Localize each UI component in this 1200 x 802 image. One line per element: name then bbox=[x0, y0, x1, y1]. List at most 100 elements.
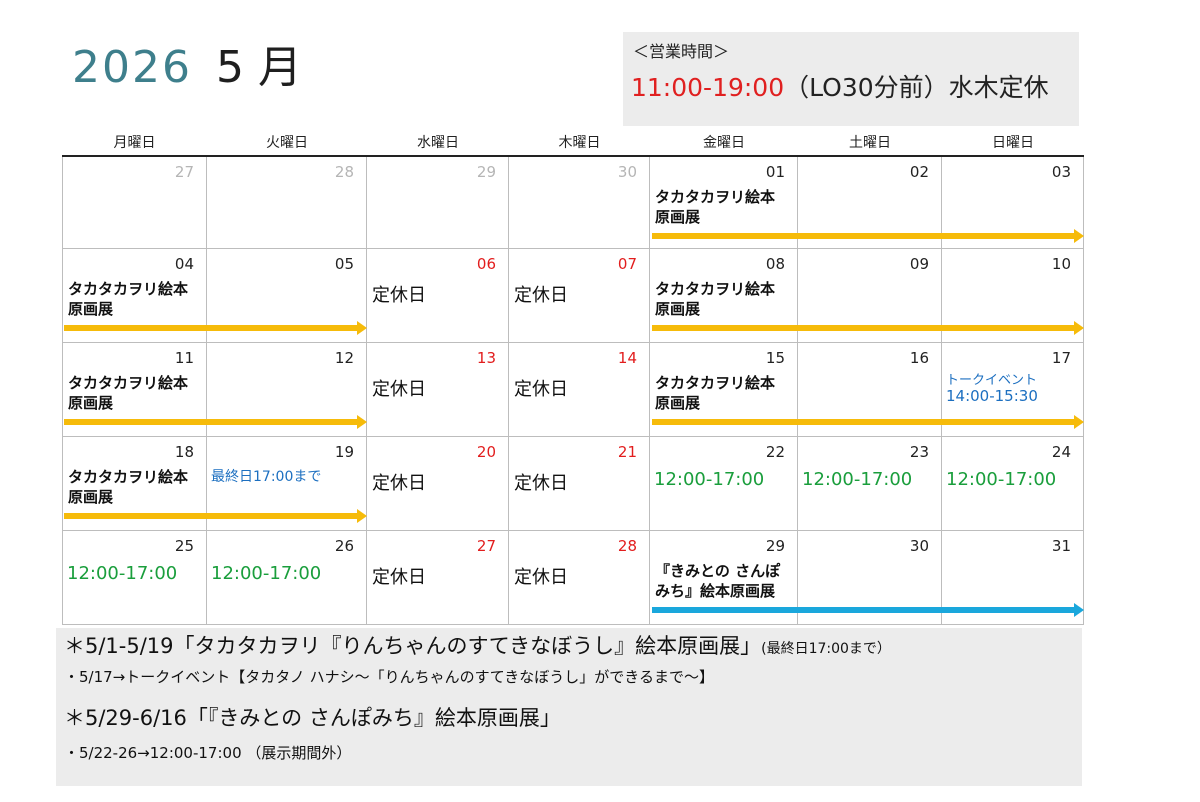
day-number: 30 bbox=[909, 537, 929, 555]
weekday-label: 水曜日 bbox=[417, 135, 459, 151]
arrow-shaft bbox=[64, 325, 359, 331]
day-cell[interactable]: 26 12:00-17:00 bbox=[207, 531, 367, 625]
talk-event-label: トークイベント bbox=[946, 373, 1038, 388]
weekday-label: 木曜日 bbox=[558, 135, 601, 151]
weekday-label: 土曜日 bbox=[849, 135, 891, 151]
arrow-shaft bbox=[64, 419, 359, 425]
closed-day-label: 定休日 bbox=[514, 285, 568, 306]
arrow-shaft bbox=[652, 419, 1076, 425]
day-number: 13 bbox=[476, 349, 496, 367]
day-number: 06 bbox=[476, 255, 496, 273]
closed-day-label: 定休日 bbox=[514, 567, 568, 588]
exhibition-label: タカタカヲリ絵本 原画展 bbox=[68, 468, 189, 506]
day-cell[interactable]: 14 定休日 bbox=[509, 343, 650, 437]
day-cell[interactable]: 10 bbox=[942, 249, 1084, 343]
special-hours-label: 12:00-17:00 bbox=[211, 563, 322, 584]
day-cell[interactable]: 27 定休日 bbox=[367, 531, 509, 625]
exhibition-period-arrow bbox=[64, 415, 367, 429]
day-number: 04 bbox=[174, 255, 194, 273]
day-number: 24 bbox=[1051, 443, 1071, 461]
day-number: 02 bbox=[909, 163, 929, 181]
day-cell[interactable]: 29 bbox=[367, 157, 509, 249]
day-cell[interactable]: 30 bbox=[798, 531, 942, 625]
note-exhibition-1-title: ＊5/1-5/19「タカタカヲリ『りんちゃんのすてきなぼうし』絵本原画展」 bbox=[64, 634, 762, 658]
day-number: 30 bbox=[617, 163, 637, 181]
day-cell[interactable]: 28 bbox=[207, 157, 367, 249]
day-number: 23 bbox=[909, 443, 929, 461]
day-cell[interactable]: 08 タカタカヲリ絵本 原画展 bbox=[650, 249, 798, 343]
day-number: 28 bbox=[617, 537, 637, 555]
day-number: 19 bbox=[334, 443, 354, 461]
day-number: 27 bbox=[476, 537, 496, 555]
day-cell[interactable]: 09 bbox=[798, 249, 942, 343]
exhibition-label: タカタカヲリ絵本 原画展 bbox=[655, 374, 776, 412]
day-cell[interactable]: 06 定休日 bbox=[367, 249, 509, 343]
exhibition-period-arrow bbox=[652, 229, 1084, 243]
day-cell[interactable]: 28 定休日 bbox=[509, 531, 650, 625]
day-number: 09 bbox=[909, 255, 929, 273]
day-cell[interactable]: 07 定休日 bbox=[509, 249, 650, 343]
day-number: 10 bbox=[1051, 255, 1071, 273]
day-cell[interactable]: 20 定休日 bbox=[367, 437, 509, 531]
day-cell[interactable]: 16 bbox=[798, 343, 942, 437]
note-special-hours: ・5/22-26→12:00-17:00 （展示期間外） bbox=[64, 744, 352, 762]
day-cell[interactable]: 22 12:00-17:00 bbox=[650, 437, 798, 531]
day-cell[interactable]: 21 定休日 bbox=[509, 437, 650, 531]
arrow-head-icon bbox=[1074, 229, 1084, 243]
business-hours-label: ＜営業時間＞ bbox=[633, 42, 730, 61]
business-hours-line: 11:00-19:00（LO30分前）水木定休 bbox=[631, 68, 1049, 104]
day-number: 03 bbox=[1051, 163, 1071, 181]
day-number: 29 bbox=[765, 537, 785, 555]
exhibition-period-arrow bbox=[652, 415, 1084, 429]
header-divider bbox=[62, 155, 1084, 157]
arrow-head-icon bbox=[1074, 321, 1084, 335]
special-hours-label: 12:00-17:00 bbox=[67, 563, 178, 584]
exhibition-label: 『きみとの さんぽ みち』絵本原画展 bbox=[655, 562, 781, 600]
day-cell[interactable]: 15 タカタカヲリ絵本 原画展 bbox=[650, 343, 798, 437]
day-cell[interactable]: 05 bbox=[207, 249, 367, 343]
day-number: 20 bbox=[476, 443, 496, 461]
special-hours-label: 12:00-17:00 bbox=[654, 469, 765, 490]
day-number: 25 bbox=[174, 537, 194, 555]
day-number: 05 bbox=[334, 255, 354, 273]
day-cell[interactable]: 25 12:00-17:00 bbox=[62, 531, 207, 625]
note-exhibition-1: ＊5/1-5/19「タカタカヲリ『りんちゃんのすてきなぼうし』絵本原画展」(最終… bbox=[64, 630, 891, 660]
day-cell[interactable]: 24 12:00-17:00 bbox=[942, 437, 1084, 531]
day-cell[interactable]: 01 タカタカヲリ絵本 原画展 bbox=[650, 157, 798, 249]
arrow-head-icon bbox=[1074, 415, 1084, 429]
day-cell[interactable]: 11 タカタカヲリ絵本 原画展 bbox=[62, 343, 207, 437]
arrow-head-icon bbox=[1074, 603, 1084, 617]
exhibition-label: タカタカヲリ絵本 原画展 bbox=[655, 280, 776, 318]
day-cell[interactable]: 31 bbox=[942, 531, 1084, 625]
day-cell[interactable]: 04 タカタカヲリ絵本 原画展 bbox=[62, 249, 207, 343]
arrow-shaft bbox=[652, 607, 1076, 613]
weekday-label: 月曜日 bbox=[113, 135, 156, 151]
day-number: 15 bbox=[765, 349, 785, 367]
exhibition-period-arrow bbox=[652, 603, 1084, 617]
day-cell[interactable]: 03 bbox=[942, 157, 1084, 249]
day-cell[interactable]: 17 トークイベント 14:00-15:30 bbox=[942, 343, 1084, 437]
day-number: 17 bbox=[1051, 349, 1071, 367]
notes-panel: ＊5/1-5/19「タカタカヲリ『りんちゃんのすてきなぼうし』絵本原画展」(最終… bbox=[56, 628, 1082, 786]
talk-event-time: 14:00-15:30 bbox=[946, 387, 1038, 405]
arrow-head-icon bbox=[357, 321, 367, 335]
day-number: 27 bbox=[174, 163, 194, 181]
day-cell[interactable]: 30 bbox=[509, 157, 650, 249]
day-cell[interactable]: 19 最終日17:00まで bbox=[207, 437, 367, 531]
exhibition-period-arrow bbox=[652, 321, 1084, 335]
closed-day-label: 定休日 bbox=[514, 379, 568, 400]
day-number: 01 bbox=[765, 163, 785, 181]
exhibition-period-arrow bbox=[64, 509, 367, 523]
day-cell[interactable]: 23 12:00-17:00 bbox=[798, 437, 942, 531]
day-cell[interactable]: 18 タカタカヲリ絵本 原画展 bbox=[62, 437, 207, 531]
closed-day-label: 定休日 bbox=[372, 473, 426, 494]
exhibition-period-arrow bbox=[64, 321, 367, 335]
day-cell[interactable]: 12 bbox=[207, 343, 367, 437]
day-cell[interactable]: 13 定休日 bbox=[367, 343, 509, 437]
day-cell[interactable]: 02 bbox=[798, 157, 942, 249]
day-number: 22 bbox=[765, 443, 785, 461]
exhibition-label: タカタカヲリ絵本 原画展 bbox=[68, 374, 189, 412]
day-number: 18 bbox=[174, 443, 194, 461]
day-cell[interactable]: 29 『きみとの さんぽ みち』絵本原画展 bbox=[650, 531, 798, 625]
day-cell[interactable]: 27 bbox=[62, 157, 207, 249]
